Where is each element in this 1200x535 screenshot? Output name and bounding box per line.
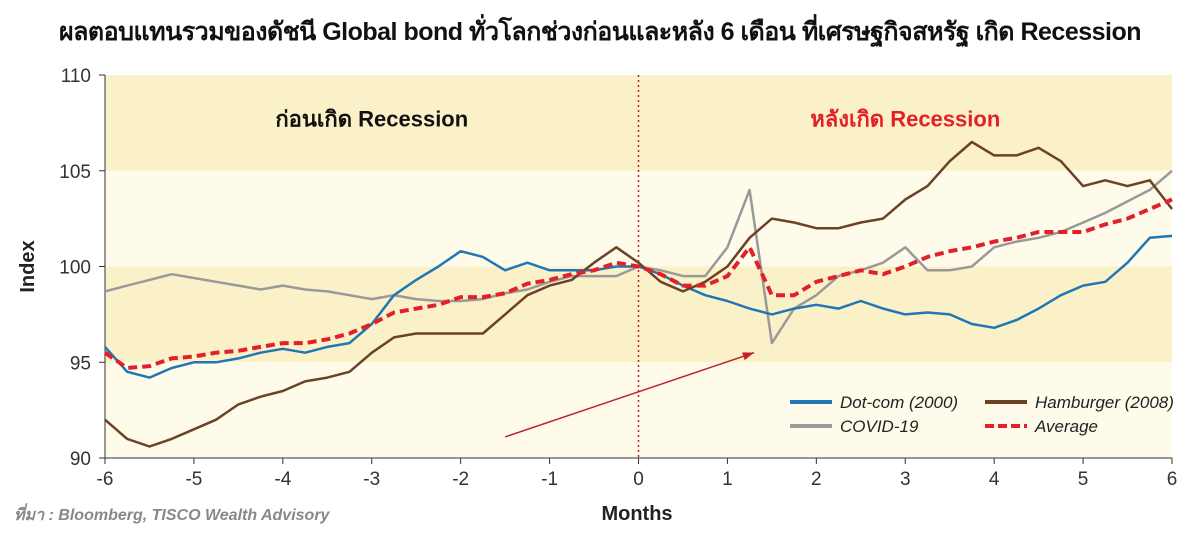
source-note: ที่มา : Bloomberg, TISCO Wealth Advisory bbox=[14, 507, 330, 524]
x-tick-label: -4 bbox=[274, 469, 291, 490]
trend-arrow bbox=[504, 351, 755, 438]
series-line-hamburger-2008- bbox=[104, 140, 1173, 448]
series-line-average bbox=[103, 197, 1173, 370]
x-tick-label: -6 bbox=[97, 469, 114, 490]
x-tick-label: -2 bbox=[452, 469, 469, 490]
x-tick-label: -5 bbox=[185, 469, 202, 490]
x-tick-label: -1 bbox=[541, 469, 558, 490]
period-annotation: ก่อนเกิด Recession bbox=[275, 107, 468, 132]
x-tick-label: -3 bbox=[363, 469, 380, 490]
x-tick-label: 0 bbox=[633, 469, 644, 490]
y-tick-label: 110 bbox=[61, 66, 91, 87]
y-tick-label: 90 bbox=[70, 449, 91, 470]
y-tick-label: 95 bbox=[70, 353, 91, 374]
x-tick-label: 2 bbox=[811, 469, 822, 490]
x-tick-label: 4 bbox=[989, 469, 1000, 490]
x-tick-label: 3 bbox=[900, 469, 911, 490]
legend-label: Average bbox=[1034, 417, 1098, 436]
x-tick-label: 5 bbox=[1078, 469, 1089, 490]
y-axis-label: Index bbox=[17, 240, 39, 292]
legend-label: COVID-19 bbox=[840, 417, 919, 436]
x-tick-label: 6 bbox=[1167, 469, 1178, 490]
period-annotation: หลังเกิด Recession bbox=[810, 107, 1000, 132]
legend-label: Dot-com (2000) bbox=[840, 393, 958, 412]
x-tick-label: 1 bbox=[722, 469, 733, 490]
x-axis-label: Months bbox=[601, 503, 672, 525]
arrow-head bbox=[742, 352, 755, 361]
y-tick-label: 105 bbox=[59, 162, 91, 183]
y-tick-label: 100 bbox=[59, 258, 91, 279]
chart-title: ผลตอบแทนรวมของดัชนี Global bond ทั่วโลกช… bbox=[58, 18, 1142, 46]
legend-label: Hamburger (2008) bbox=[1035, 393, 1174, 412]
